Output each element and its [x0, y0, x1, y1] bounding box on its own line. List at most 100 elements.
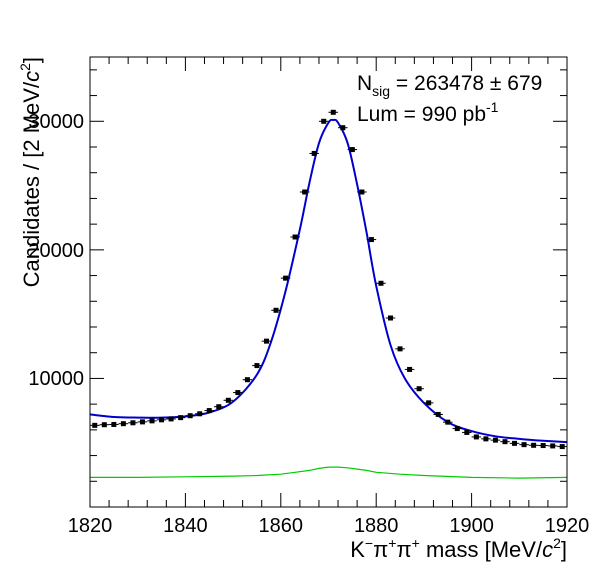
point-marker [235, 390, 241, 396]
point-marker [330, 109, 336, 115]
data-point [194, 411, 205, 417]
data-point [309, 150, 319, 156]
y-tick-label: 20000 [28, 240, 84, 262]
x-tick-label: 1920 [545, 515, 590, 537]
point-marker [197, 411, 203, 417]
data-point [366, 237, 377, 243]
point-marker [349, 147, 355, 153]
x-tick-label: 1860 [259, 515, 304, 537]
data-point [233, 390, 243, 396]
data-point [147, 418, 157, 424]
data-point [156, 417, 167, 423]
data-point [414, 386, 424, 392]
data-point [185, 413, 195, 419]
point-marker [273, 307, 279, 313]
point-marker [206, 408, 212, 414]
x-axis-title: K−π+π+ mass [MeV/c2] [350, 535, 567, 562]
point-marker [111, 421, 117, 427]
data-point [338, 125, 348, 131]
point-marker [426, 400, 432, 406]
point-marker [454, 426, 460, 432]
data-point [128, 420, 138, 426]
point-marker [263, 338, 269, 344]
point-marker [139, 419, 145, 425]
data-point [490, 437, 501, 443]
x-tick-label: 1900 [449, 515, 494, 537]
data-point [462, 429, 472, 435]
data-point [261, 338, 272, 344]
point-marker [435, 411, 441, 417]
data-point [99, 422, 110, 428]
y-tick-labels: 10000 20000 30000 [28, 111, 84, 390]
data-point [137, 419, 148, 425]
point-marker [378, 280, 384, 286]
data-point [318, 118, 329, 124]
x-axis-ticks [89, 57, 568, 507]
data-point [433, 411, 443, 417]
background-line [90, 466, 568, 479]
point-marker [159, 417, 165, 423]
data-point [395, 346, 405, 352]
point-marker [130, 420, 136, 426]
fit-curve-line [89, 118, 568, 444]
point-marker [359, 189, 365, 195]
y-axis-ticks [90, 69, 567, 508]
data-point [357, 189, 367, 195]
x-tick-label: 1820 [68, 515, 113, 537]
point-marker [512, 440, 518, 446]
data-point [223, 397, 234, 403]
data-point [271, 307, 281, 313]
point-marker [531, 442, 537, 448]
point-marker [368, 237, 374, 243]
data-point [404, 366, 415, 372]
data-point [214, 404, 224, 410]
point-marker [388, 315, 394, 321]
point-marker [321, 118, 327, 124]
luminosity-annotation: Lum = 990 pb-1 [357, 99, 499, 126]
nsig-annotation: Nsig = 263478 ± 679 [357, 72, 542, 99]
point-marker [492, 437, 498, 443]
y-tick-label: 30000 [28, 111, 84, 133]
point-marker [464, 429, 470, 435]
data-point [290, 234, 300, 240]
point-marker [483, 436, 489, 442]
point-marker [244, 377, 250, 383]
x-tick-label: 1840 [163, 515, 208, 537]
point-marker [340, 125, 346, 131]
point-marker [407, 366, 413, 372]
data-point [118, 421, 129, 427]
data-point [299, 189, 310, 195]
data-point [423, 400, 434, 406]
point-marker [283, 275, 289, 281]
data-point [442, 419, 453, 425]
data-point [252, 363, 262, 369]
point-marker [502, 439, 508, 445]
data-point [376, 280, 386, 286]
data-point [280, 275, 291, 281]
point-marker [149, 418, 155, 424]
point-marker [178, 415, 184, 421]
data-point [500, 439, 510, 445]
data-point [557, 444, 567, 450]
data-point [509, 440, 520, 446]
point-marker [550, 443, 556, 449]
plot-frame [89, 56, 568, 508]
data-point [547, 443, 558, 449]
point-marker [311, 150, 317, 156]
data-point [528, 442, 539, 448]
point-marker [292, 234, 298, 240]
data-point [538, 443, 548, 449]
data-point [385, 315, 396, 321]
point-marker [540, 443, 546, 449]
background-series [90, 466, 568, 479]
fit-curve-series [89, 118, 568, 444]
point-marker [521, 442, 527, 448]
point-marker [302, 189, 308, 195]
point-marker [225, 397, 231, 403]
x-tick-label: 1880 [354, 515, 399, 537]
data-point [175, 415, 186, 421]
point-marker [92, 422, 98, 428]
point-marker [559, 444, 565, 450]
point-marker [397, 346, 403, 352]
